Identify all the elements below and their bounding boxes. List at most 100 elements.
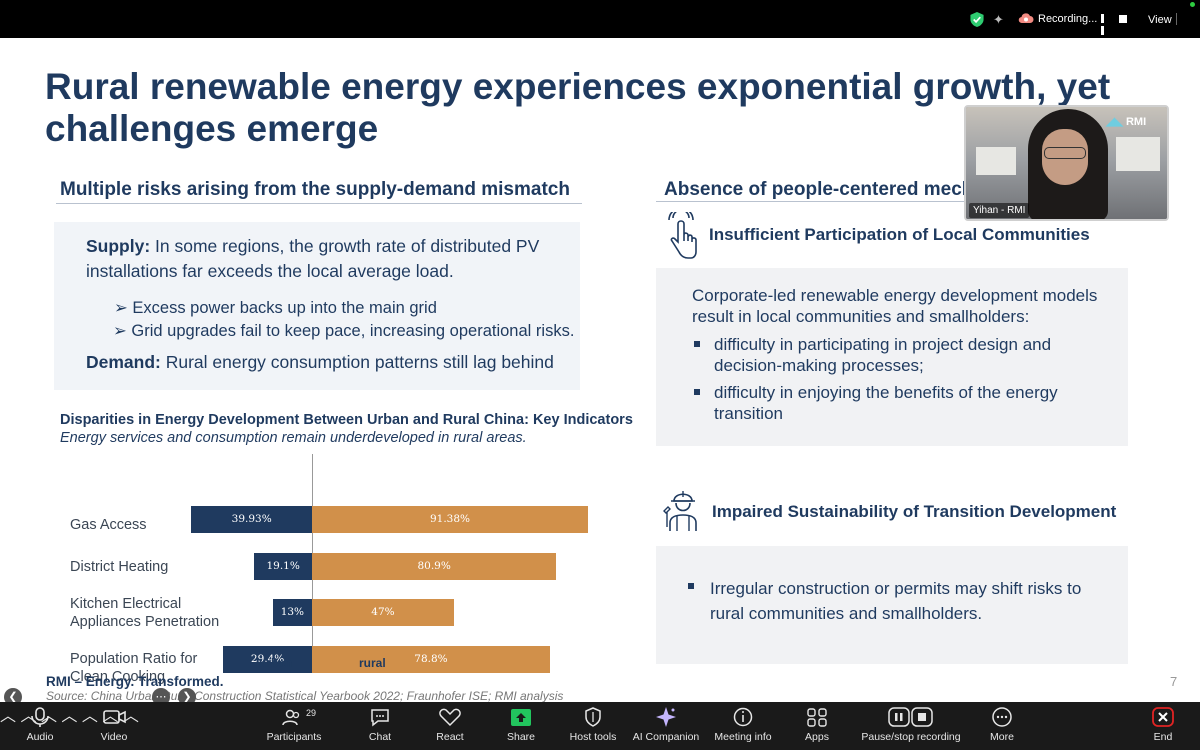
view-button[interactable]: View bbox=[1148, 13, 1177, 26]
apps-options-chevron-icon[interactable]: ︿ bbox=[122, 708, 139, 725]
rural-bar: 47% bbox=[312, 599, 454, 626]
end-meeting-icon bbox=[1152, 707, 1174, 727]
view-label: View bbox=[1148, 14, 1172, 26]
rural-bar: 78.8% bbox=[312, 646, 550, 673]
legend-label: rural bbox=[359, 656, 386, 670]
right-section-heading: Absence of people-centered mechanisms bbox=[664, 179, 1039, 200]
meeting-top-bar: ✦ Recording... View bbox=[0, 0, 1200, 38]
audio-label: Audio bbox=[26, 731, 54, 743]
meeting-info-label: Meeting info bbox=[714, 731, 772, 743]
legend-label: urban bbox=[259, 656, 293, 670]
participation-list: difficulty in participating in project d… bbox=[692, 334, 1122, 430]
chat-label: Chat bbox=[368, 731, 392, 743]
more-button[interactable]: More bbox=[982, 702, 1022, 750]
footer-source: Source: China Urban-Rural Construction S… bbox=[46, 689, 564, 702]
participation-box: Corporate-led renewable energy developme… bbox=[656, 268, 1128, 446]
demand-paragraph: Demand: Rural energy consumption pattern… bbox=[86, 352, 554, 373]
urban-rural-bar-chart: Gas Access 39.93% 91.38% District Heating 19… bbox=[60, 450, 620, 685]
category-label: Kitchen Electrical Appliances Penetration bbox=[70, 596, 220, 630]
legend-swatch bbox=[240, 658, 250, 668]
background-window bbox=[976, 147, 1016, 175]
apps-button[interactable]: Apps bbox=[798, 702, 836, 750]
ai-sparkle-icon[interactable]: ✦ bbox=[993, 12, 1004, 27]
meeting-toolbar: Audio ︿ Video ︿ 29 Participants ︿ Chat ︿… bbox=[0, 702, 1200, 750]
heart-icon bbox=[439, 708, 461, 727]
share-options-chevron-icon[interactable]: ︿ bbox=[102, 708, 119, 725]
apps-grid-icon bbox=[807, 708, 827, 727]
meeting-info-button[interactable]: Meeting info bbox=[712, 702, 774, 750]
participant-name: Yihan - RMI bbox=[969, 203, 1030, 218]
more-label: More bbox=[990, 731, 1014, 743]
background-window bbox=[1116, 137, 1160, 171]
info-icon bbox=[733, 707, 753, 727]
audio-button[interactable]: Audio bbox=[20, 702, 60, 750]
chart-subtitle: Energy services and consumption remain u… bbox=[60, 430, 527, 446]
cloud-recording-icon bbox=[1018, 13, 1034, 24]
video-camera-icon bbox=[103, 710, 126, 724]
chat-button[interactable]: Chat bbox=[360, 702, 400, 750]
chat-options-chevron-icon[interactable]: ︿ bbox=[61, 708, 78, 725]
sustainability-list: Irregular construction or permits may sh… bbox=[686, 576, 1106, 626]
participants-button[interactable]: 29 Participants bbox=[262, 702, 326, 750]
share-screen-icon bbox=[511, 709, 531, 726]
chat-bubble-icon bbox=[371, 709, 389, 727]
video-label: Video bbox=[100, 731, 128, 743]
host-tools-button[interactable]: Host tools bbox=[566, 702, 620, 750]
left-heading-rule bbox=[56, 203, 582, 204]
category-label: District Heating bbox=[70, 559, 169, 575]
rural-bar: 91.38% bbox=[312, 506, 588, 533]
page-number: 7 bbox=[1170, 674, 1178, 689]
recording-label: Recording... bbox=[1038, 13, 1098, 25]
encryption-shield-icon[interactable] bbox=[970, 12, 984, 27]
demand-text: Rural energy consumption patterns still … bbox=[160, 352, 554, 372]
sustainability-box: Irregular construction or permits may sh… bbox=[656, 546, 1128, 664]
pause-stop-label: Pause/stop recording bbox=[861, 731, 961, 743]
supply-label: Supply: bbox=[86, 236, 151, 256]
ai-companion-button[interactable]: AI Companion bbox=[632, 702, 700, 750]
rmi-logo: ◢◣ RMI bbox=[1106, 116, 1147, 128]
back-arrow-icon[interactable]: ❮ bbox=[4, 688, 22, 702]
right-heading-rule bbox=[656, 201, 1148, 202]
list-item: difficulty in participating in project d… bbox=[692, 334, 1122, 376]
legend-swatch bbox=[340, 658, 350, 668]
supply-bullet-1: ➢ Excess power backs up into the main gr… bbox=[114, 299, 437, 317]
participant-glasses bbox=[1044, 147, 1086, 159]
supply-paragraph: Supply: In some regions, the growth rate… bbox=[86, 234, 566, 284]
forward-arrow-icon[interactable]: ❯ bbox=[178, 688, 196, 702]
host-tools-label: Host tools bbox=[569, 731, 617, 743]
apps-label: Apps bbox=[805, 731, 829, 743]
category-label: Population Ratio for Clean Cooking bbox=[70, 651, 198, 685]
participant-video-tile[interactable]: ◢◣ RMI Yihan - RMI bbox=[964, 105, 1169, 221]
supply-bullet-2: ➢ Grid upgrades fail to keep pace, incre… bbox=[113, 322, 575, 340]
end-label: End bbox=[1153, 731, 1173, 743]
more-dots-icon bbox=[992, 707, 1012, 727]
share-label: Share bbox=[506, 731, 536, 743]
react-label: React bbox=[436, 731, 464, 743]
list-item: Irregular construction or permits may sh… bbox=[686, 576, 1106, 626]
ai-companion-label: AI Companion bbox=[632, 731, 700, 743]
sub-heading-participation: Insufficient Participation of Local Comm… bbox=[709, 225, 1090, 244]
audio-options-chevron-icon[interactable]: ︿ bbox=[0, 708, 17, 725]
host-shield-icon bbox=[585, 707, 601, 727]
video-button[interactable]: Video bbox=[94, 702, 134, 750]
urban-bar: 19.1% bbox=[254, 553, 312, 580]
participants-label: Participants bbox=[266, 731, 322, 743]
more-annotation-icon[interactable]: ⋯ bbox=[152, 688, 170, 702]
urban-bar: 39.93% bbox=[191, 506, 312, 533]
end-button[interactable]: End bbox=[1143, 702, 1183, 750]
participants-options-chevron-icon[interactable]: ︿ bbox=[40, 708, 57, 725]
react-button[interactable]: React bbox=[430, 702, 470, 750]
pause-recording-icon[interactable] bbox=[1101, 14, 1110, 35]
sub-heading-sustainability: Impaired Sustainability of Transition De… bbox=[712, 502, 1117, 521]
slide-title: Rural renewable energy experiences expon… bbox=[45, 66, 1111, 149]
video-options-chevron-icon[interactable]: ︿ bbox=[20, 708, 37, 725]
touch-hand-icon bbox=[668, 212, 697, 259]
share-button[interactable]: Share bbox=[501, 702, 541, 750]
react-options-chevron-icon[interactable]: ︿ bbox=[81, 708, 98, 725]
chart-title: Disparities in Energy Development Betwee… bbox=[60, 412, 633, 428]
stop-recording-icon[interactable] bbox=[1119, 15, 1127, 23]
pause-stop-recording-button[interactable]: Pause/stop recording bbox=[858, 702, 964, 750]
demand-label: Demand: bbox=[86, 352, 161, 372]
participants-icon bbox=[282, 709, 300, 726]
urban-bar: 13% bbox=[272, 599, 312, 626]
